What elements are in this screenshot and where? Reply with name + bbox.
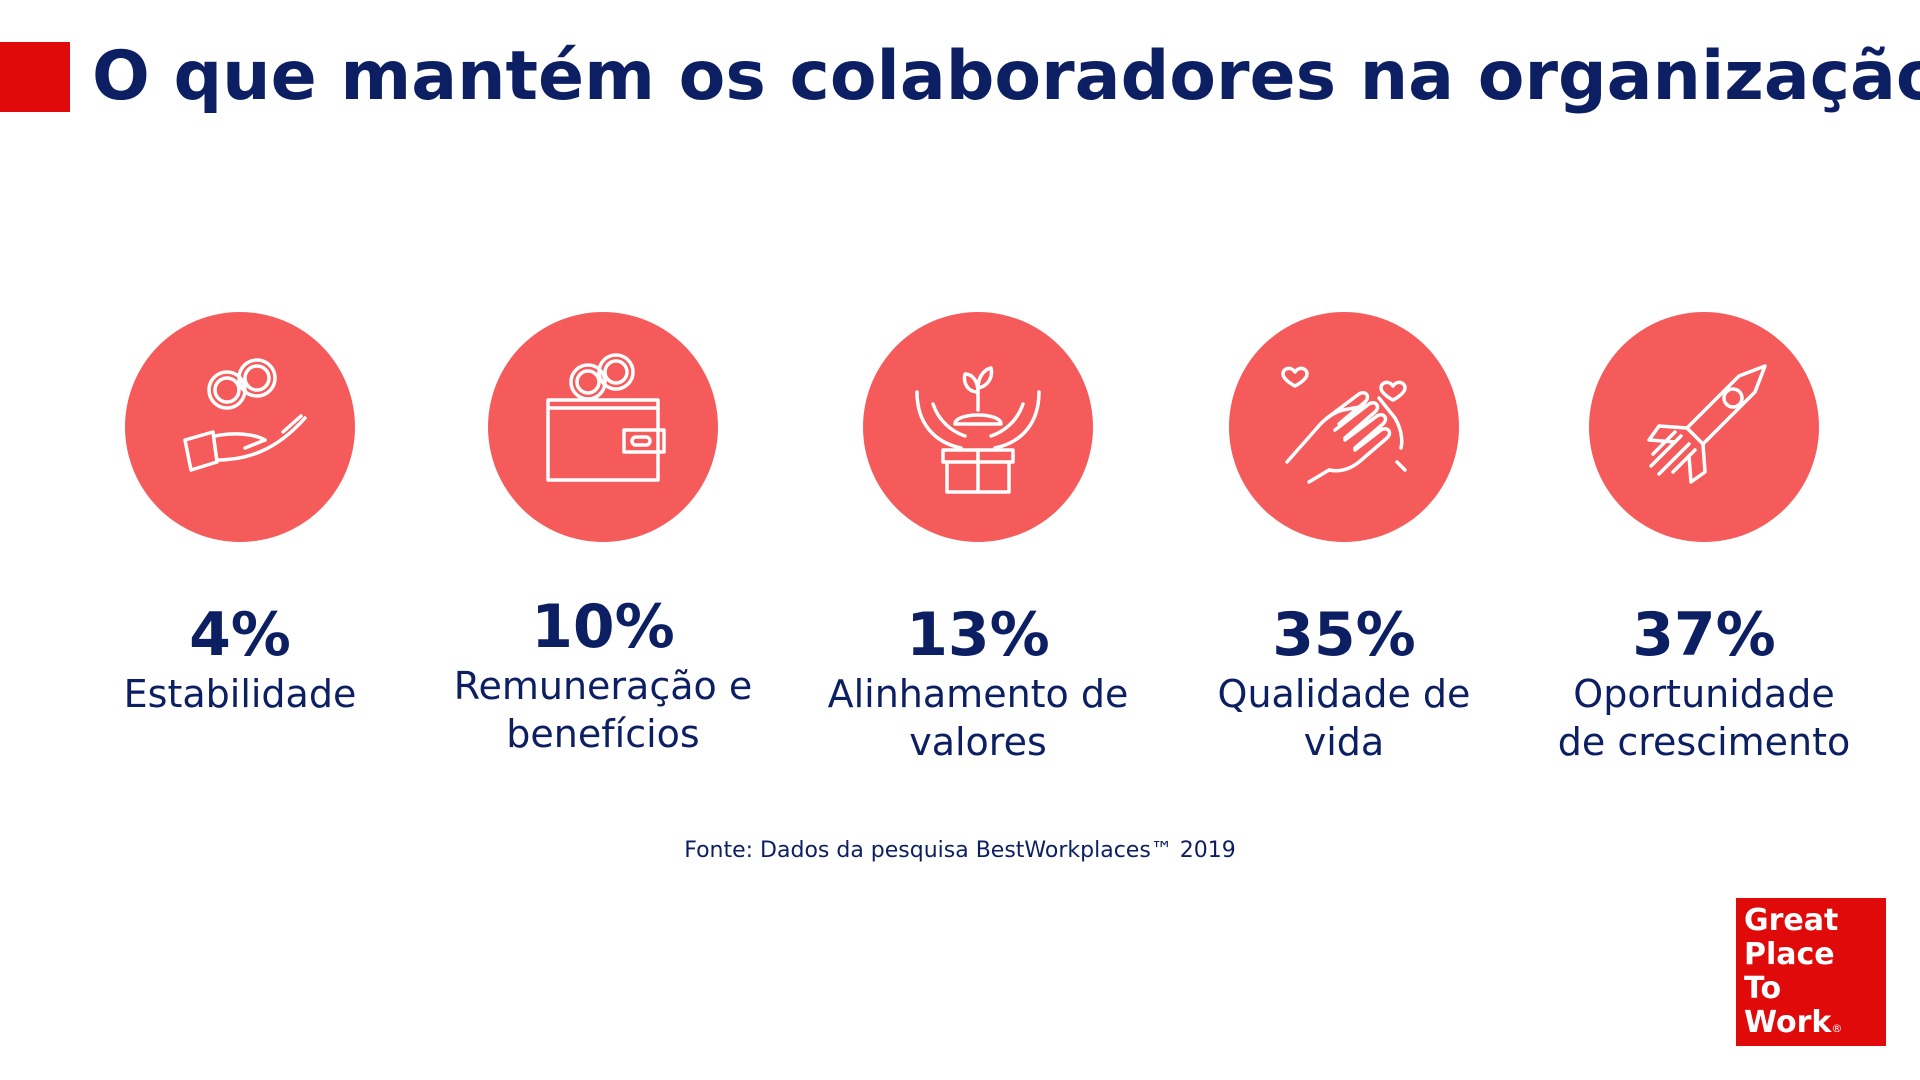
percent-value: 37% [1632, 600, 1776, 670]
reason-item-stability: 4% Estabilidade [70, 312, 410, 718]
logo-line: Great [1744, 903, 1839, 938]
reason-item-quality-of-life: 35% Qualidade de vida [1174, 312, 1514, 766]
reason-item-growth: 37% Oportunidade de crescimento [1534, 312, 1874, 766]
reason-label: Alinhamento de valores [827, 672, 1129, 764]
reason-label: Estabilidade [123, 672, 357, 716]
percent-value: 4% [189, 600, 291, 670]
handshake-hearts-icon [1281, 366, 1407, 484]
icon-circle [1589, 312, 1819, 542]
icon-circle [863, 312, 1093, 542]
accent-square [0, 42, 70, 112]
wallet-coins-icon [546, 353, 666, 482]
great-place-to-work-logo: Great Place To Work® [1736, 898, 1886, 1046]
reason-item-values: 13% Alinhamento de valores [808, 312, 1148, 766]
hands-plant-gift-icon [915, 366, 1041, 494]
reason-item-compensation: 10% Remuneração e benefícios [433, 312, 773, 758]
reason-label: Oportunidade de crescimento [1557, 672, 1851, 764]
source-note: Fonte: Dados da pesquisa BestWorkplaces™… [684, 838, 1236, 863]
percent-value: 10% [531, 592, 675, 662]
reason-label: Remuneração e benefícios [453, 664, 753, 756]
percent-value: 13% [906, 600, 1050, 670]
icon-circle [125, 312, 355, 542]
logo-last-word: Work [1744, 1005, 1832, 1040]
icon-circle [488, 312, 718, 542]
rocket-icon [1647, 364, 1767, 484]
reason-label: Qualidade de vida [1217, 672, 1471, 764]
logo-line: Place [1744, 937, 1835, 972]
page-title: O que mantém os colaboradores na organiz… [92, 37, 1920, 116]
hand-coins-icon [183, 358, 307, 472]
registered-mark: ® [1831, 1022, 1843, 1035]
logo-line: To [1744, 971, 1782, 1006]
percent-value: 35% [1272, 600, 1416, 670]
icon-circle [1229, 312, 1459, 542]
logo-line: Work® [1744, 1006, 1878, 1046]
